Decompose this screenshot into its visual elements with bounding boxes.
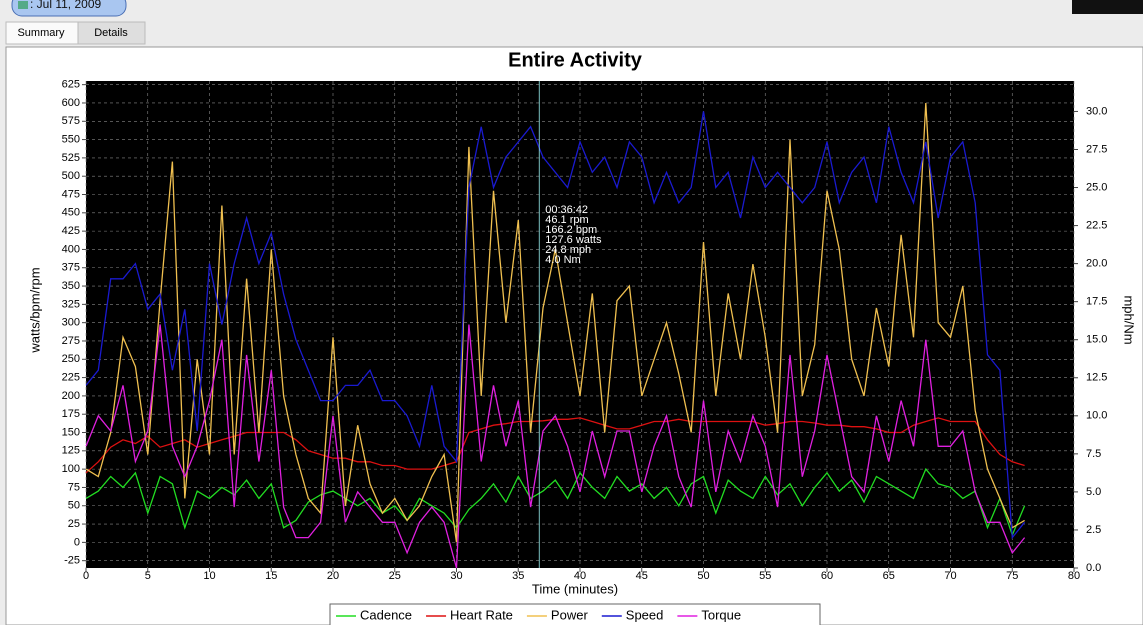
tooltip-line: 00:36:42 [545,204,588,216]
y-tick-label: 50 [68,500,80,512]
tooltip-line: 24.8 mph [545,244,591,256]
y-tick-label: 200 [62,390,80,402]
y-tick-label: 300 [62,317,80,329]
series-line [85,324,1026,569]
x-tick-label: 50 [697,570,709,582]
x-tick-label: 70 [944,570,956,582]
x-tick-label: 25 [389,570,401,582]
x-tick-label: 20 [327,570,339,582]
y-tick-label: 75 [68,481,80,493]
tooltip-line: 4.0 Nm [545,254,580,266]
y-tick-label: 100 [62,463,80,475]
date-label: : Jul 11, 2009 [30,0,101,11]
x-tick-label: 45 [636,570,648,582]
tooltip-line: 166.2 bpm [545,224,597,236]
calendar-icon [18,1,28,9]
y-tick-label: 600 [62,97,80,109]
y-tick-label: 0 [74,536,80,548]
y-tick-label: 150 [62,426,80,438]
chart-title: Entire Activity [508,49,643,71]
x-tick-label: 35 [512,570,524,582]
y-tick-label: 325 [62,298,80,310]
y2-tick-label: 15.0 [1086,334,1107,346]
y-tick-label: 475 [62,188,80,200]
y-tick-label: 275 [62,335,80,347]
x-tick-label: 5 [145,570,151,582]
y-tick-label: 125 [62,445,80,457]
x-tick-label: 55 [759,570,771,582]
y2-tick-label: 7.5 [1086,448,1101,460]
x-tick-label: 10 [203,570,215,582]
x-tick-label: 75 [1006,570,1018,582]
y2-tick-label: 12.5 [1086,372,1107,384]
x-tick-label: 60 [821,570,833,582]
y2-tick-label: 0.0 [1086,562,1101,574]
x-tick-label: 0 [83,570,89,582]
y2-tick-label: 2.5 [1086,524,1101,536]
series-line [85,111,1026,540]
y-tick-label: 575 [62,115,80,127]
toolbar-icons[interactable] [1072,0,1143,14]
y-tick-label: 400 [62,243,80,255]
date-button[interactable] [11,0,127,17]
series-line [85,467,1026,537]
y-tick-label: 525 [62,152,80,164]
y2-tick-label: 20.0 [1086,258,1107,270]
x-tick-label: 15 [265,570,277,582]
y2-tick-label: 17.5 [1086,296,1107,308]
x-tick-label: 30 [450,570,462,582]
y-tick-label: 500 [62,170,80,182]
y-tick-label: 25 [68,518,80,530]
y2-tick-label: 10.0 [1086,410,1107,422]
y-tick-label: 450 [62,207,80,219]
y-tick-label: 250 [62,353,80,365]
y-tick-label: 425 [62,225,80,237]
tooltip-line: 46.1 rpm [545,214,588,226]
tab-label: Summary [17,27,65,39]
legend [329,603,821,625]
y2-tick-label: 5.0 [1086,486,1101,498]
y-tick-label: 375 [62,262,80,274]
x-tick-label: 40 [574,570,586,582]
legend-label: Torque [701,607,741,622]
legend-label: Power [551,607,589,622]
y-tick-label: 225 [62,372,80,384]
legend-label: Speed [626,607,664,622]
y-tick-label: 350 [62,280,80,292]
y-axis-label: watts/bpm/rpm [27,267,42,353]
x-tick-label: 80 [1068,570,1080,582]
x-axis-label: Time (minutes) [532,581,618,596]
tooltip-line: 127.6 watts [545,234,602,246]
legend-label: Cadence [360,607,412,622]
series-line [85,417,1025,474]
y2-axis-label: mph/Nm [1122,295,1137,344]
y2-tick-label: 22.5 [1086,219,1107,231]
tab[interactable] [77,21,146,45]
y-tick-label: 175 [62,408,80,420]
y2-tick-label: 25.0 [1086,181,1107,193]
x-tick-label: 65 [883,570,895,582]
tab-label: Details [94,27,128,39]
y-tick-label: -25 [64,555,80,567]
legend-label: Heart Rate [450,607,513,622]
y2-tick-label: 27.5 [1086,143,1107,155]
y-tick-label: 550 [62,133,80,145]
y2-tick-label: 30.0 [1086,105,1107,117]
y-tick-label: 625 [62,79,80,91]
series-line [85,102,1025,543]
